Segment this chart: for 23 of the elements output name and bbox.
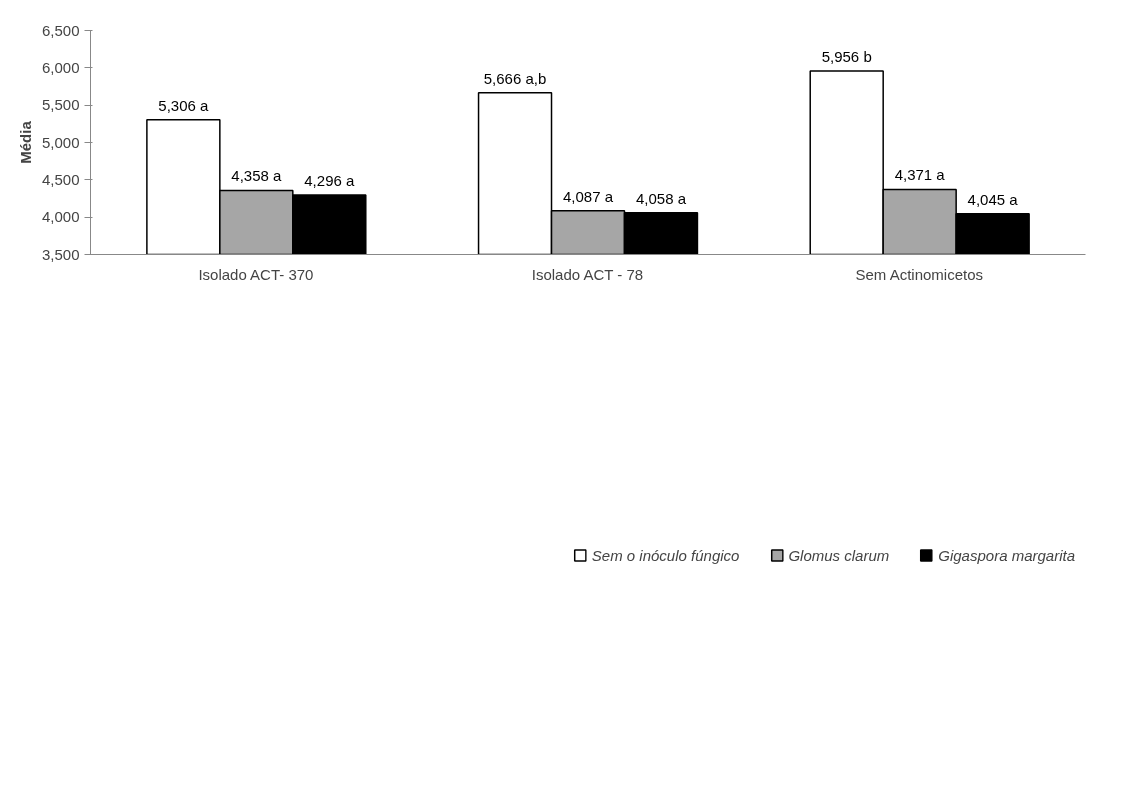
- data-label: 5,666 a,b: [483, 69, 547, 87]
- legend-label: Gigaspora margarita: [938, 546, 1075, 564]
- y-tick-label: 6,500: [41, 21, 80, 39]
- y-tick-label: 4,000: [41, 208, 80, 226]
- data-label: 4,087 a: [562, 187, 614, 205]
- data-label: 5,956 b: [821, 48, 872, 66]
- y-tick-label: 6,000: [41, 58, 80, 76]
- legend-label: Sem o inóculo fúngico: [591, 546, 740, 564]
- y-tick-label: 5,500: [41, 96, 80, 114]
- data-label: 4,371 a: [894, 166, 946, 184]
- y-axis-title: Média: [16, 120, 34, 164]
- data-label: 4,045 a: [967, 190, 1019, 208]
- data-label: 4,358 a: [231, 167, 283, 185]
- x-tick-label: Isolado ACT - 78: [531, 265, 644, 283]
- data-label: 4,296 a: [304, 172, 355, 190]
- y-tick-label: 5,000: [41, 133, 80, 151]
- x-tick-label: Sem Actinomicetos: [855, 265, 984, 283]
- data-label: 5,306 a: [158, 96, 210, 114]
- y-tick-label: 3,500: [41, 245, 80, 263]
- y-tick-label: 4,500: [41, 170, 80, 188]
- x-tick-label: Isolado ACT- 370: [198, 265, 314, 283]
- legend-label: Glomus clarum: [788, 546, 890, 564]
- data-label: 4,058 a: [635, 189, 687, 207]
